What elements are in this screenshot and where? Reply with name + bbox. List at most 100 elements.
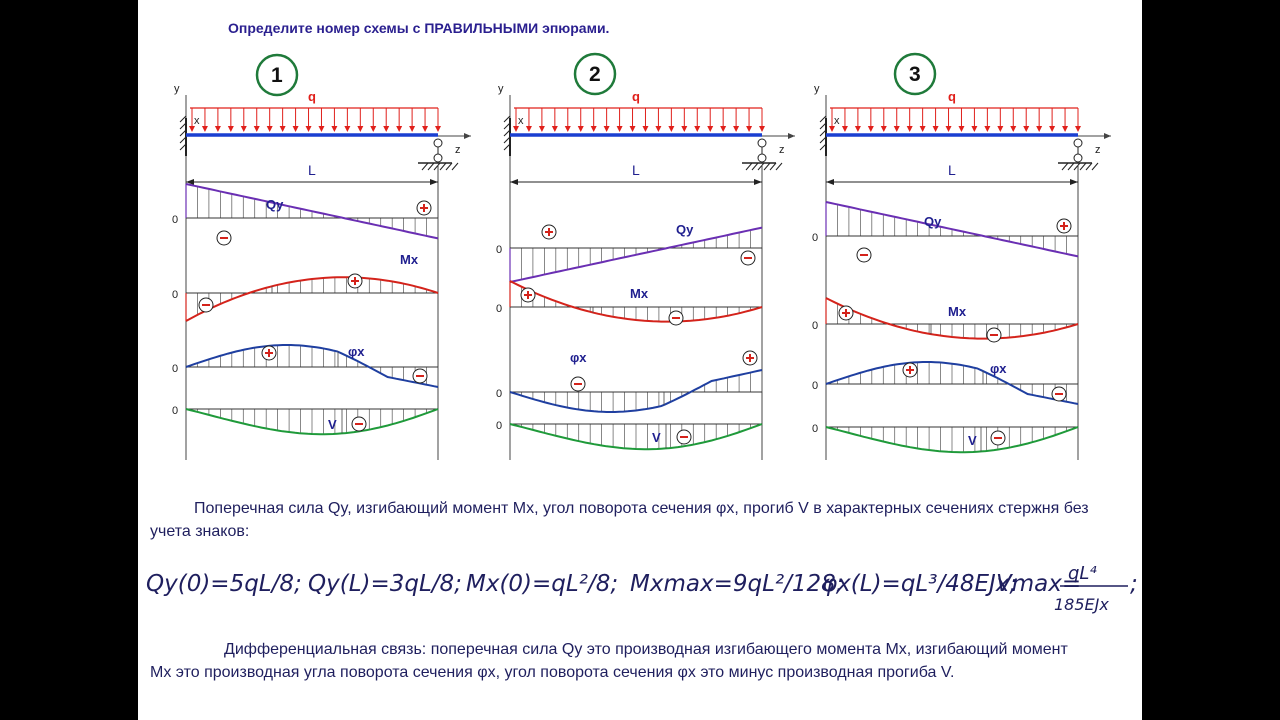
load-arrow [201, 126, 208, 132]
ground-hatch [751, 162, 759, 171]
load-arrow [240, 126, 247, 132]
load-arrow [854, 126, 861, 132]
support-hatch [503, 115, 511, 123]
roller-bottom [433, 153, 443, 163]
diagram-label-phi: φx [570, 350, 587, 365]
load-arrow [318, 126, 325, 132]
formula-vmax: Vmax= [996, 571, 1081, 597]
formula: Qy(0)=5qL/8; Qy(L)=3qL/8; Mx(0)=qL²/8; M… [146, 563, 1138, 614]
load-arrow [551, 126, 558, 132]
load-arrow [590, 126, 597, 132]
support-hatch [503, 129, 511, 137]
diagram-Mx-curve [185, 276, 439, 322]
diagram-phi [185, 344, 439, 388]
diagram-Mx [825, 297, 1079, 340]
load-arrow [266, 126, 273, 132]
scheme-number-circle [255, 53, 299, 97]
diagram-phi-curve [185, 344, 439, 388]
length-arrow-right [430, 179, 438, 185]
load-arrow [292, 126, 299, 132]
support-hatch [179, 122, 187, 130]
load-arrow [1036, 126, 1043, 132]
load-arrow [919, 126, 926, 132]
load-arrow [681, 126, 688, 132]
load-arrow [932, 126, 939, 132]
ground-hatch [433, 162, 441, 171]
diagram-V-curve [509, 423, 763, 451]
ground-hatch [427, 162, 435, 171]
diagram-V [185, 408, 439, 436]
load-arrow [971, 126, 978, 132]
diagram-V [509, 423, 763, 451]
zero-label: 0 [172, 363, 178, 375]
load-arrow [214, 126, 221, 132]
length-label: L [948, 162, 956, 178]
formula-mxmax: Mxmax=9qL²/128; [630, 571, 844, 597]
ground-hatch [445, 162, 453, 171]
load-arrow [1023, 126, 1030, 132]
diagram-Mx [185, 276, 439, 322]
ground-hatch [763, 162, 771, 171]
load-arrow [538, 126, 545, 132]
load-arrow [370, 126, 377, 132]
ground-hatch [757, 162, 765, 171]
support-hatch [819, 129, 827, 137]
formula-end: ; [1130, 571, 1138, 597]
z-label: z [779, 144, 785, 156]
zero-label: 0 [496, 420, 502, 432]
load-arrow [893, 126, 900, 132]
load-arrow [435, 126, 441, 132]
load-arrow [655, 126, 662, 132]
diagram-label-V: V [328, 417, 337, 432]
load-arrow [564, 126, 571, 132]
scheme-1: 1 y z x q L 0 Qy 0 Mx 0 φx 0 V [172, 53, 471, 460]
diagram-V-curve [185, 408, 439, 436]
load-arrow [513, 126, 519, 132]
scheme-number: 3 [909, 63, 921, 86]
zero-label: 0 [496, 244, 502, 256]
z-arrow [788, 133, 795, 139]
load-arrow [829, 126, 835, 132]
zero-label: 0 [812, 232, 818, 244]
load-arrow [997, 126, 1004, 132]
load-arrow [694, 126, 701, 132]
x-label: x [518, 115, 524, 127]
support-hatch [179, 136, 187, 144]
length-arrow-right [1070, 179, 1078, 185]
ground-hatch [1067, 162, 1075, 171]
length-arrow-left [826, 179, 834, 185]
ground-hatch [1073, 162, 1081, 171]
load-arrow [603, 126, 610, 132]
diagram-Qy-curve [509, 226, 763, 283]
diagram-phi [825, 361, 1079, 405]
load-arrow [331, 126, 338, 132]
support-hatch [503, 136, 511, 144]
zero-label: 0 [496, 303, 502, 315]
load-arrow [880, 126, 887, 132]
zero-label: 0 [496, 388, 502, 400]
diagram-Qy-curve [185, 183, 439, 240]
load-arrow [906, 126, 913, 132]
support-hatch [179, 129, 187, 137]
roller-top [433, 138, 443, 148]
formula-phil: φx(L)=qL³/48EJx; [822, 571, 1017, 597]
support-hatch [819, 136, 827, 144]
load-arrow [1010, 126, 1017, 132]
ground-hatch [439, 162, 447, 171]
diagram-Qy [509, 226, 763, 283]
load-arrow [733, 126, 740, 132]
differential-text: Дифференциальная связь: поперечная сила … [150, 641, 1068, 681]
slide: Определите номер схемы с ПРАВИЛЬНЫМИ эпю… [138, 0, 1142, 720]
load-arrow [305, 126, 312, 132]
z-label: z [455, 144, 461, 156]
support-hatch [819, 115, 827, 123]
load-arrow [958, 126, 965, 132]
load-arrow [383, 126, 390, 132]
ground-hatch [1091, 162, 1099, 171]
ground-hatch [1079, 162, 1087, 171]
length-arrow-left [186, 179, 194, 185]
load-arrow [279, 126, 286, 132]
scheme-number: 1 [271, 64, 283, 87]
load-arrow [668, 126, 675, 132]
ground-hatch [745, 162, 753, 171]
